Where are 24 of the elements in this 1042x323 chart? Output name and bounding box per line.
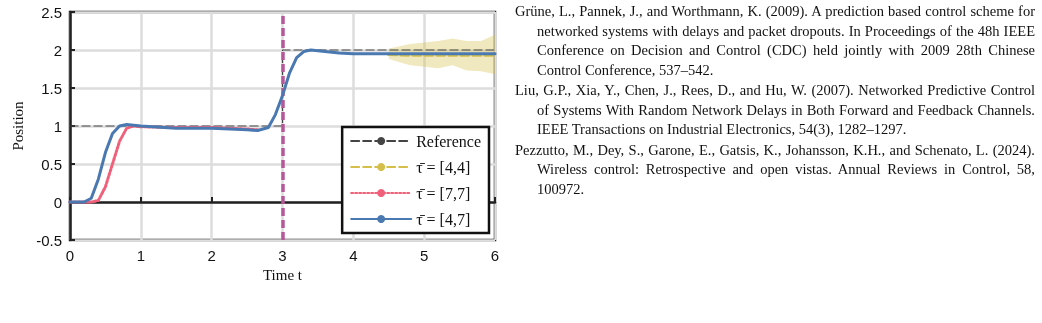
- x-tick-label: 0: [65, 247, 75, 264]
- y-axis-title: Position: [9, 100, 26, 151]
- x-axis-title: Time t: [262, 267, 303, 284]
- x-tick-label: 4: [349, 247, 358, 264]
- x-tick-label: 5: [419, 247, 429, 264]
- text: Liu, G.P., Xia, Y., Chen, J., Rees, D., and Hu, W. (2007). Networked Predictive Control of Systems With Random Network Delays in Both Forward and Feedback Channels. IEEE Transactions on Industrial Electronics, 54(3), 1282–1297.: [515, 81, 1035, 139]
- y-tick-label: 0: [53, 193, 62, 211]
- y-tick-label: 0.5: [41, 155, 62, 173]
- x-tick-label: 6: [490, 247, 500, 264]
- x-tick-label: 1: [136, 247, 146, 264]
- legend-label: τ̄ = [4,4]: [416, 158, 471, 176]
- legend-label: Reference: [416, 132, 482, 150]
- legend-label: τ̄ = [4,7]: [416, 210, 471, 228]
- text: Grüne, L., Pannek, J., and Worthmann, K. (2009). A prediction based control scheme for networked systems with delays and packet dropouts. In Proceedings of the 48h IEEE Conference on Decision and Control (CDC) held jointly with 2009 28th Chinese Control Conference, 537–542.: [515, 2, 1035, 80]
- y-tick-label: 2.5: [41, 3, 62, 21]
- legend-label: τ̄ = [7,7]: [416, 184, 471, 202]
- y-tick-label: -0.5: [36, 231, 62, 249]
- x-tick-label: 2: [207, 247, 216, 264]
- y-tick-label: 1: [53, 117, 62, 135]
- x-tick-label: 3: [278, 247, 287, 264]
- line-series: [68, 48, 497, 204]
- text: Pezzutto, M., Dey, S., Garone, E., Gatsis, K., Johansson, K.H., and Schenato, L. (2024). Wireless control: Retrospective and open vistas. Annual Reviews in Control, 58, 100972.: [515, 140, 1035, 199]
- y-tick-label: 1.5: [41, 79, 62, 97]
- y-tick-label: 2: [53, 41, 62, 59]
